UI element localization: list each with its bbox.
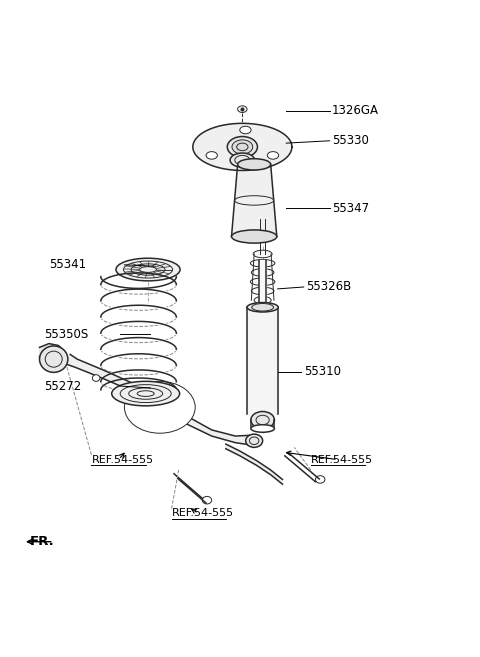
Ellipse shape [112, 381, 180, 406]
Polygon shape [226, 444, 282, 484]
Ellipse shape [246, 434, 263, 447]
Ellipse shape [238, 159, 271, 170]
Polygon shape [247, 307, 278, 415]
Polygon shape [39, 344, 65, 365]
Ellipse shape [92, 374, 100, 381]
Text: 55341: 55341 [49, 258, 86, 271]
Polygon shape [259, 260, 266, 307]
Text: 1326GA: 1326GA [332, 104, 379, 117]
Text: 55310: 55310 [304, 365, 341, 378]
Ellipse shape [252, 287, 274, 295]
Text: 55272: 55272 [44, 380, 82, 392]
Text: FR.: FR. [30, 535, 55, 548]
Ellipse shape [251, 424, 275, 432]
Text: 55330: 55330 [332, 134, 369, 147]
Ellipse shape [240, 126, 251, 134]
Ellipse shape [267, 152, 279, 159]
Ellipse shape [251, 411, 275, 428]
Text: 55326B: 55326B [306, 281, 351, 294]
Ellipse shape [252, 304, 274, 311]
Ellipse shape [251, 278, 275, 286]
Ellipse shape [227, 137, 257, 157]
Polygon shape [231, 164, 277, 237]
Text: REF.54-555: REF.54-555 [172, 509, 234, 518]
Ellipse shape [254, 296, 271, 304]
Ellipse shape [231, 230, 277, 243]
Ellipse shape [206, 152, 217, 159]
Ellipse shape [252, 269, 274, 276]
Polygon shape [65, 354, 254, 445]
Text: 55347: 55347 [332, 202, 369, 215]
Ellipse shape [232, 140, 253, 154]
Ellipse shape [253, 250, 272, 258]
Ellipse shape [251, 260, 275, 267]
Text: 55350S: 55350S [44, 328, 88, 341]
Ellipse shape [116, 258, 180, 281]
Polygon shape [193, 124, 292, 170]
Ellipse shape [247, 303, 278, 312]
Ellipse shape [230, 153, 254, 167]
Ellipse shape [39, 346, 68, 373]
Text: REF.54-555: REF.54-555 [311, 455, 373, 464]
Ellipse shape [124, 381, 195, 433]
Text: REF.54-555: REF.54-555 [91, 455, 154, 464]
